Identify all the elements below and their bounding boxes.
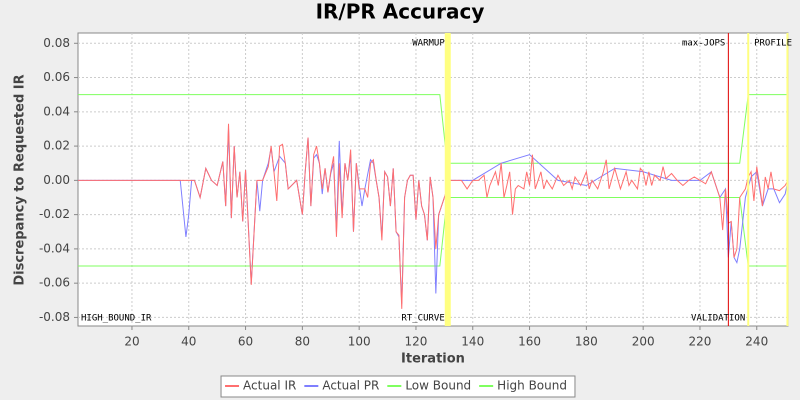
x-axis-label: Iteration [401, 352, 465, 367]
y-tick-label: -0.04 [39, 241, 70, 255]
x-tick-label: 20 [124, 335, 139, 349]
x-tick-label: 60 [238, 335, 253, 349]
annotation: HIGH_BOUND_IR [81, 314, 152, 324]
annotation: VALIDATION [691, 314, 745, 324]
x-tick-label: 180 [575, 335, 598, 349]
y-tick-label: 0.00 [43, 173, 70, 187]
y-tick-label: 0.04 [43, 104, 70, 118]
y-tick-label: 0.02 [43, 139, 70, 153]
y-tick-label: -0.06 [39, 276, 70, 290]
annotation: RT_CURVE [401, 314, 444, 324]
series-line [78, 123, 789, 309]
y-tick-label: -0.02 [39, 207, 70, 221]
y-tick-label: -0.08 [39, 310, 70, 324]
legend: Actual IR Actual PR Low Bound High Bound [220, 375, 576, 398]
legend-label: Low Bound [405, 379, 471, 393]
annotation: WARMUP [412, 39, 445, 49]
annotation: max-JOPS [682, 39, 725, 49]
x-tick-label: 40 [181, 335, 196, 349]
x-tick-label: 200 [632, 335, 655, 349]
x-tick-label: 220 [689, 335, 712, 349]
legend-label: Actual PR [322, 379, 379, 393]
y-tick-label: 0.08 [43, 36, 70, 50]
chart-title: IR/PR Accuracy [316, 0, 485, 24]
y-axis-label: Discrepancy to Requested IR [13, 74, 28, 285]
annotation: PROFILE [754, 39, 792, 49]
x-tick-label: 80 [295, 335, 310, 349]
x-tick-label: 140 [461, 335, 484, 349]
legend-label: Actual IR [243, 379, 296, 393]
legend-label: High Bound [497, 379, 567, 393]
series-line [78, 94, 788, 164]
x-tick-label: 120 [405, 335, 428, 349]
y-tick-label: 0.06 [43, 70, 70, 84]
x-tick-label: 160 [518, 335, 541, 349]
plot-area [77, 32, 789, 327]
x-tick-label: 240 [745, 335, 768, 349]
series-line [78, 196, 788, 267]
x-tick-label: 100 [348, 335, 371, 349]
